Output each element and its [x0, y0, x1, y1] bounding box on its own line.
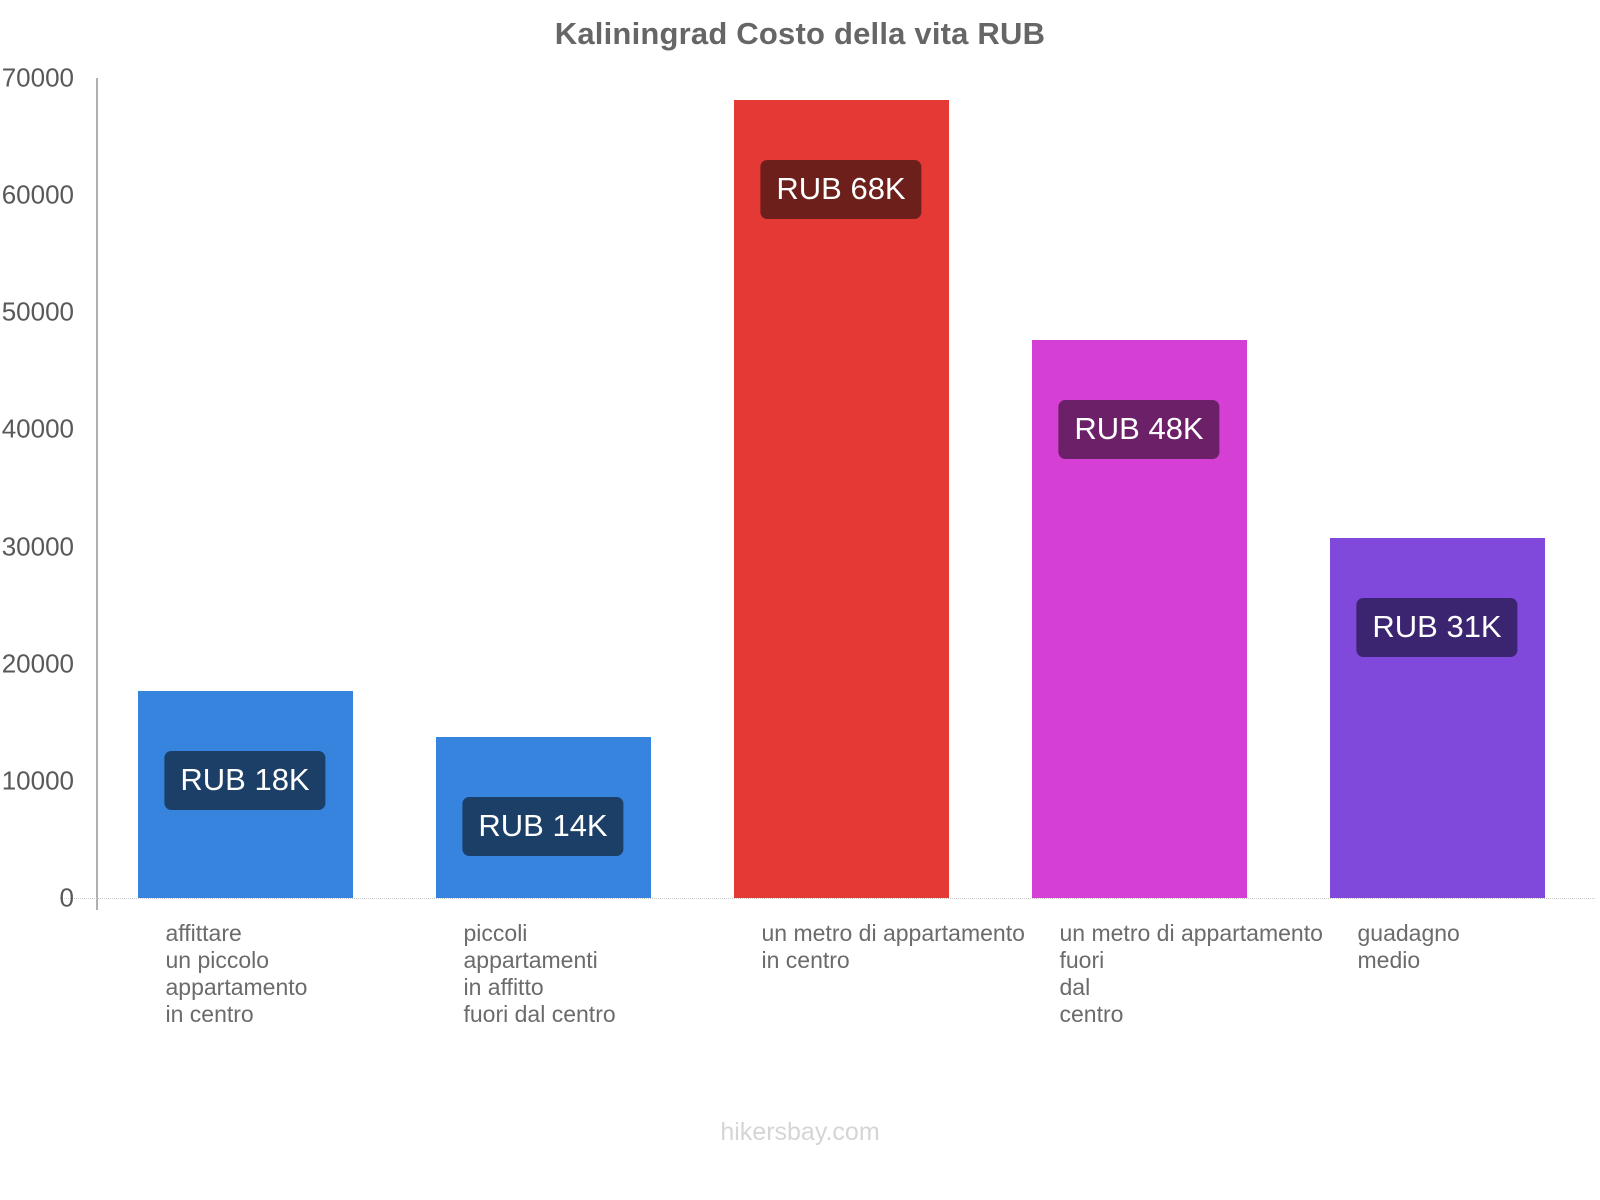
bar-value-label: RUB 18K — [164, 751, 326, 811]
y-axis-tick-label: 70000 — [1, 62, 74, 93]
chart-title: Kaliningrad Costo della vita RUB — [554, 16, 1046, 51]
bar[interactable]: RUB 68K — [733, 100, 949, 898]
x-axis-category-label: un metro di appartamento in centro — [761, 920, 1025, 973]
bar-value-label: RUB 14K — [462, 796, 624, 856]
bar-value-label: RUB 48K — [1058, 400, 1220, 460]
y-axis-tick-label: 50000 — [1, 296, 74, 327]
y-axis-tick-label: 60000 — [1, 179, 74, 210]
bar[interactable]: RUB 18K — [137, 691, 353, 898]
bar[interactable]: RUB 14K — [435, 736, 651, 898]
y-axis-tick-label: 40000 — [1, 413, 74, 444]
watermark: hikersbay.com — [720, 1118, 880, 1146]
y-axis-tick-label: 0 — [59, 882, 74, 913]
bar-value-label: RUB 68K — [760, 160, 922, 220]
y-axis-tick-label: 10000 — [1, 765, 74, 796]
y-axis-tick-label: 30000 — [1, 531, 74, 562]
bar[interactable]: RUB 31K — [1329, 538, 1545, 898]
plot-area: 0 10000 20000 30000 40000 50000 60000 70000 RUB… — [2, 63, 1586, 913]
bar[interactable]: RUB 48K — [1031, 340, 1247, 898]
bar-value-label: RUB 31K — [1356, 598, 1518, 658]
y-axis-tick-label: 20000 — [1, 648, 74, 679]
x-axis-baseline — [60, 898, 1595, 900]
x-axis-category-label: affittare un piccolo appartamento in cen… — [165, 920, 308, 1027]
x-axis-category-label: piccoli appartamenti in affitto fuori da… — [463, 920, 616, 1027]
y-axis-line — [96, 78, 98, 910]
x-axis-category-label: guadagno medio — [1357, 920, 1460, 973]
x-axis-category-label: un metro di appartamento fuori dal centr… — [1059, 920, 1323, 1027]
